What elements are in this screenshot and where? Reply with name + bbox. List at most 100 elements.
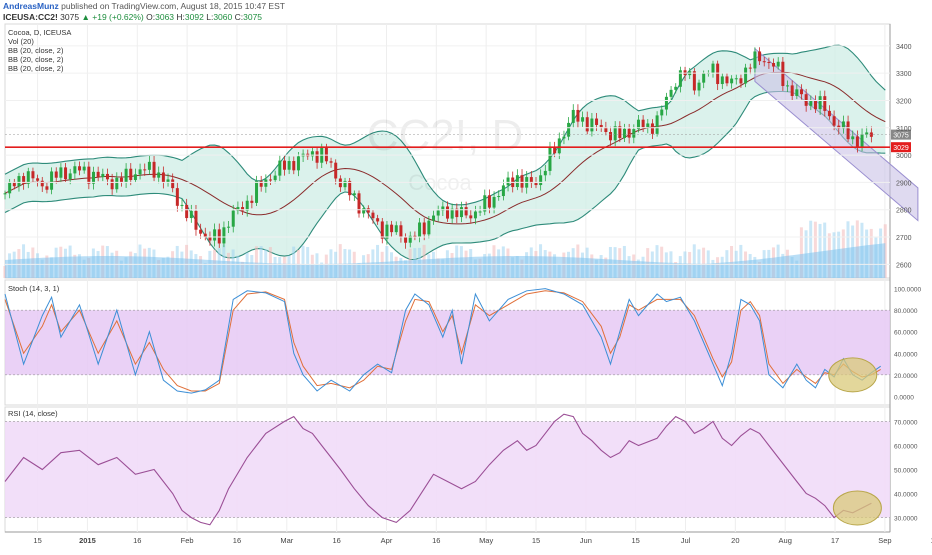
legend-volume[interactable]: Vol (20) bbox=[8, 37, 34, 46]
candle-body bbox=[236, 207, 240, 211]
candle-body bbox=[404, 237, 408, 243]
candle-body bbox=[64, 167, 68, 180]
candle-body bbox=[441, 206, 445, 211]
candle-body bbox=[264, 179, 268, 187]
stoch-highlight-ellipse bbox=[828, 357, 878, 393]
stoch-label[interactable]: Stoch (14, 3, 1) bbox=[8, 284, 60, 293]
legend-bb-3[interactable]: BB (20, close, 2) bbox=[8, 64, 64, 73]
candle-body bbox=[534, 183, 538, 186]
candle-body bbox=[702, 73, 706, 83]
candle-body bbox=[590, 118, 594, 132]
x-tick-label: Feb bbox=[181, 536, 194, 545]
volume-bar bbox=[338, 244, 342, 278]
candle-body bbox=[203, 233, 207, 238]
candle-body bbox=[762, 61, 766, 63]
support-price-tag: 3029 bbox=[893, 145, 909, 152]
symbol-name[interactable]: ICEUSA:CC2! bbox=[3, 12, 58, 22]
price-tick-label: 3400 bbox=[896, 44, 912, 51]
candle-body bbox=[501, 185, 505, 197]
candle-body bbox=[292, 161, 296, 171]
legend-bb-1[interactable]: BB (20, close, 2) bbox=[8, 46, 64, 55]
candle-body bbox=[138, 169, 142, 175]
candle-body bbox=[217, 229, 221, 244]
candle-body bbox=[800, 89, 803, 95]
candle-body bbox=[343, 180, 347, 188]
volume-bar bbox=[655, 245, 659, 278]
candle-body bbox=[199, 229, 203, 234]
candle-body bbox=[855, 136, 859, 147]
candle-body bbox=[776, 61, 780, 67]
candle-body bbox=[255, 181, 259, 203]
volume-bar bbox=[3, 266, 7, 278]
high-value: 3092 bbox=[184, 12, 204, 22]
volume-bar bbox=[660, 246, 664, 278]
candle-body bbox=[143, 169, 147, 171]
price-tick-label: 3200 bbox=[896, 98, 912, 105]
candle-body bbox=[478, 211, 482, 213]
candle-body bbox=[734, 78, 738, 80]
candle-body bbox=[259, 181, 263, 187]
candle-body bbox=[641, 119, 645, 128]
bollinger-mid-line bbox=[4, 71, 886, 225]
volume-bar bbox=[254, 246, 258, 278]
candle-body bbox=[422, 222, 426, 235]
candle-body bbox=[562, 136, 566, 139]
candle-body bbox=[96, 171, 100, 178]
candle-body bbox=[860, 134, 864, 147]
candle-body bbox=[655, 115, 659, 134]
candle-body bbox=[609, 131, 613, 141]
candle-body bbox=[730, 78, 734, 84]
low-label: L: bbox=[206, 12, 214, 22]
candle-body bbox=[716, 63, 720, 85]
candle-body bbox=[646, 123, 650, 128]
volume-bar bbox=[306, 247, 310, 278]
author-link[interactable]: AndreasMunz bbox=[3, 1, 59, 11]
candle-body bbox=[669, 89, 673, 97]
candle-body bbox=[362, 208, 366, 214]
stoch-tick-label: 100.0000 bbox=[894, 287, 921, 294]
candle-body bbox=[613, 126, 617, 141]
legend-bb-2[interactable]: BB (20, close, 2) bbox=[8, 55, 64, 64]
candle-body bbox=[310, 151, 314, 157]
candle-body bbox=[506, 177, 510, 186]
candle-body bbox=[189, 210, 193, 219]
candle-body bbox=[841, 121, 845, 129]
candle-body bbox=[352, 193, 356, 196]
x-tick-label: Apr bbox=[381, 536, 393, 545]
rsi-tick-label: 60.0000 bbox=[894, 443, 918, 450]
x-tick-label: 15 bbox=[532, 536, 540, 545]
volume-bar bbox=[692, 244, 696, 278]
candle-body bbox=[87, 166, 91, 184]
candle-body bbox=[753, 51, 757, 69]
legend-series-title[interactable]: Cocoa, D, ICEUSA bbox=[8, 28, 72, 37]
bollinger-band-fill bbox=[5, 45, 886, 260]
candle-body bbox=[599, 124, 603, 128]
x-tick-label: Aug bbox=[779, 536, 792, 545]
rsi-tick-label: 40.0000 bbox=[894, 492, 918, 499]
candle-body bbox=[618, 126, 622, 138]
last-price-tag-bg bbox=[891, 129, 911, 140]
candle-body bbox=[59, 167, 63, 178]
candle-body bbox=[334, 162, 338, 179]
volume-ma-area bbox=[5, 243, 886, 278]
candle-body bbox=[50, 171, 54, 190]
last-price-tag: 3075 bbox=[893, 133, 909, 140]
candle-body bbox=[399, 225, 403, 238]
rsi-band-fill bbox=[5, 421, 890, 518]
candle-body bbox=[245, 200, 249, 211]
low-value: 3060 bbox=[213, 12, 233, 22]
candle-body bbox=[846, 121, 850, 140]
candle-body bbox=[529, 177, 533, 184]
candle-body bbox=[371, 212, 375, 219]
x-tick-label: 16 bbox=[133, 536, 141, 545]
close-value: 3075 bbox=[243, 12, 263, 22]
x-tick-label: 20 bbox=[731, 536, 739, 545]
candle-body bbox=[483, 195, 487, 212]
x-tick-label: 16 bbox=[332, 536, 340, 545]
candle-body bbox=[725, 76, 729, 84]
rsi-label[interactable]: RSI (14, close) bbox=[8, 409, 58, 418]
candle-body bbox=[45, 186, 49, 190]
candle-body bbox=[385, 224, 389, 239]
volume-bar bbox=[799, 227, 803, 278]
candle-body bbox=[124, 168, 128, 182]
